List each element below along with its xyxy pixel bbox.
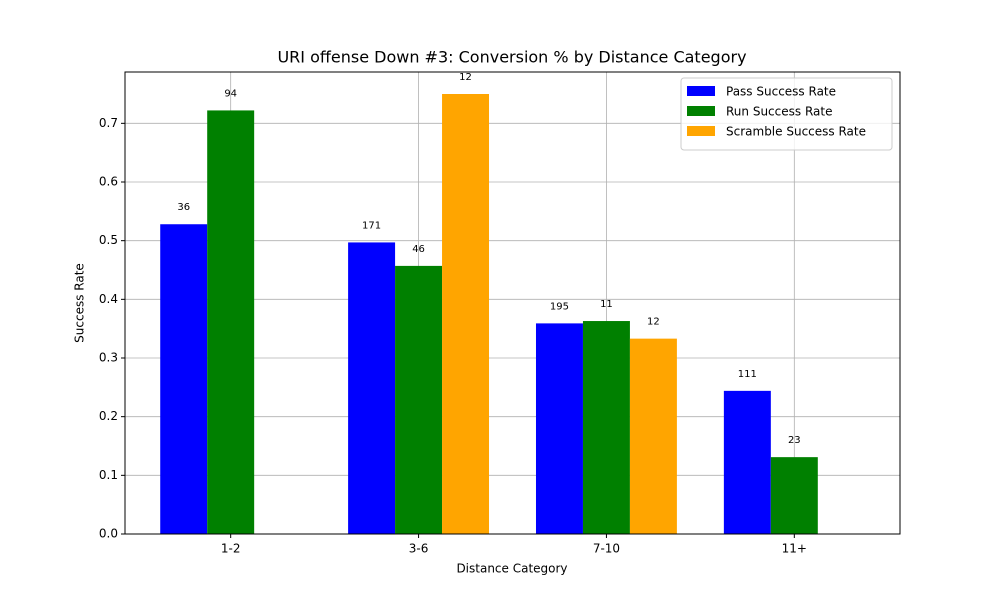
y-tick-label: 0.5 — [99, 233, 118, 247]
y-tick-label: 0.6 — [99, 175, 118, 189]
legend-swatch — [687, 106, 715, 116]
bar — [395, 265, 443, 534]
x-tick-label: 1-2 — [221, 542, 241, 556]
chart-title: URI offense Down #3: Conversion % by Dis… — [277, 48, 746, 67]
y-tick-label: 0.7 — [99, 116, 118, 130]
legend-swatch — [687, 126, 715, 136]
x-tick-label: 7-10 — [593, 542, 620, 556]
count-label: 12 — [459, 72, 472, 83]
legend-box — [680, 77, 893, 151]
legend-label: Pass Success Rate — [726, 85, 836, 99]
bar — [348, 242, 396, 534]
bar — [770, 457, 818, 534]
count-label: 46 — [412, 244, 425, 255]
bar — [723, 390, 771, 534]
bar — [442, 94, 490, 534]
y-tick-label: 0.0 — [99, 527, 118, 541]
count-label: 111 — [738, 369, 757, 380]
count-label: 23 — [788, 435, 801, 446]
count-label: 36 — [177, 202, 190, 213]
bar — [535, 323, 583, 534]
y-axis-label: Success Rate — [73, 263, 87, 343]
bar — [160, 224, 208, 535]
count-label: 11 — [600, 299, 613, 310]
bar — [629, 338, 677, 534]
count-label: 195 — [550, 301, 569, 312]
x-tick-label: 11+ — [782, 542, 807, 556]
x-axis-label: Distance Category — [456, 562, 567, 576]
legend-swatch — [687, 86, 715, 96]
y-tick-label: 0.4 — [99, 292, 118, 306]
bar — [582, 321, 630, 534]
count-label: 171 — [362, 220, 381, 231]
y-tick-label: 0.2 — [99, 409, 118, 423]
count-label: 94 — [224, 88, 237, 99]
y-tick-label: 0.1 — [99, 468, 118, 482]
legend-label: Run Success Rate — [726, 105, 832, 119]
x-tick-label: 3-6 — [409, 542, 429, 556]
count-label: 12 — [647, 317, 660, 328]
legend-label: Scramble Success Rate — [726, 125, 866, 139]
plot-frame — [124, 71, 901, 535]
bar — [207, 110, 255, 534]
y-tick-label: 0.3 — [99, 351, 118, 365]
